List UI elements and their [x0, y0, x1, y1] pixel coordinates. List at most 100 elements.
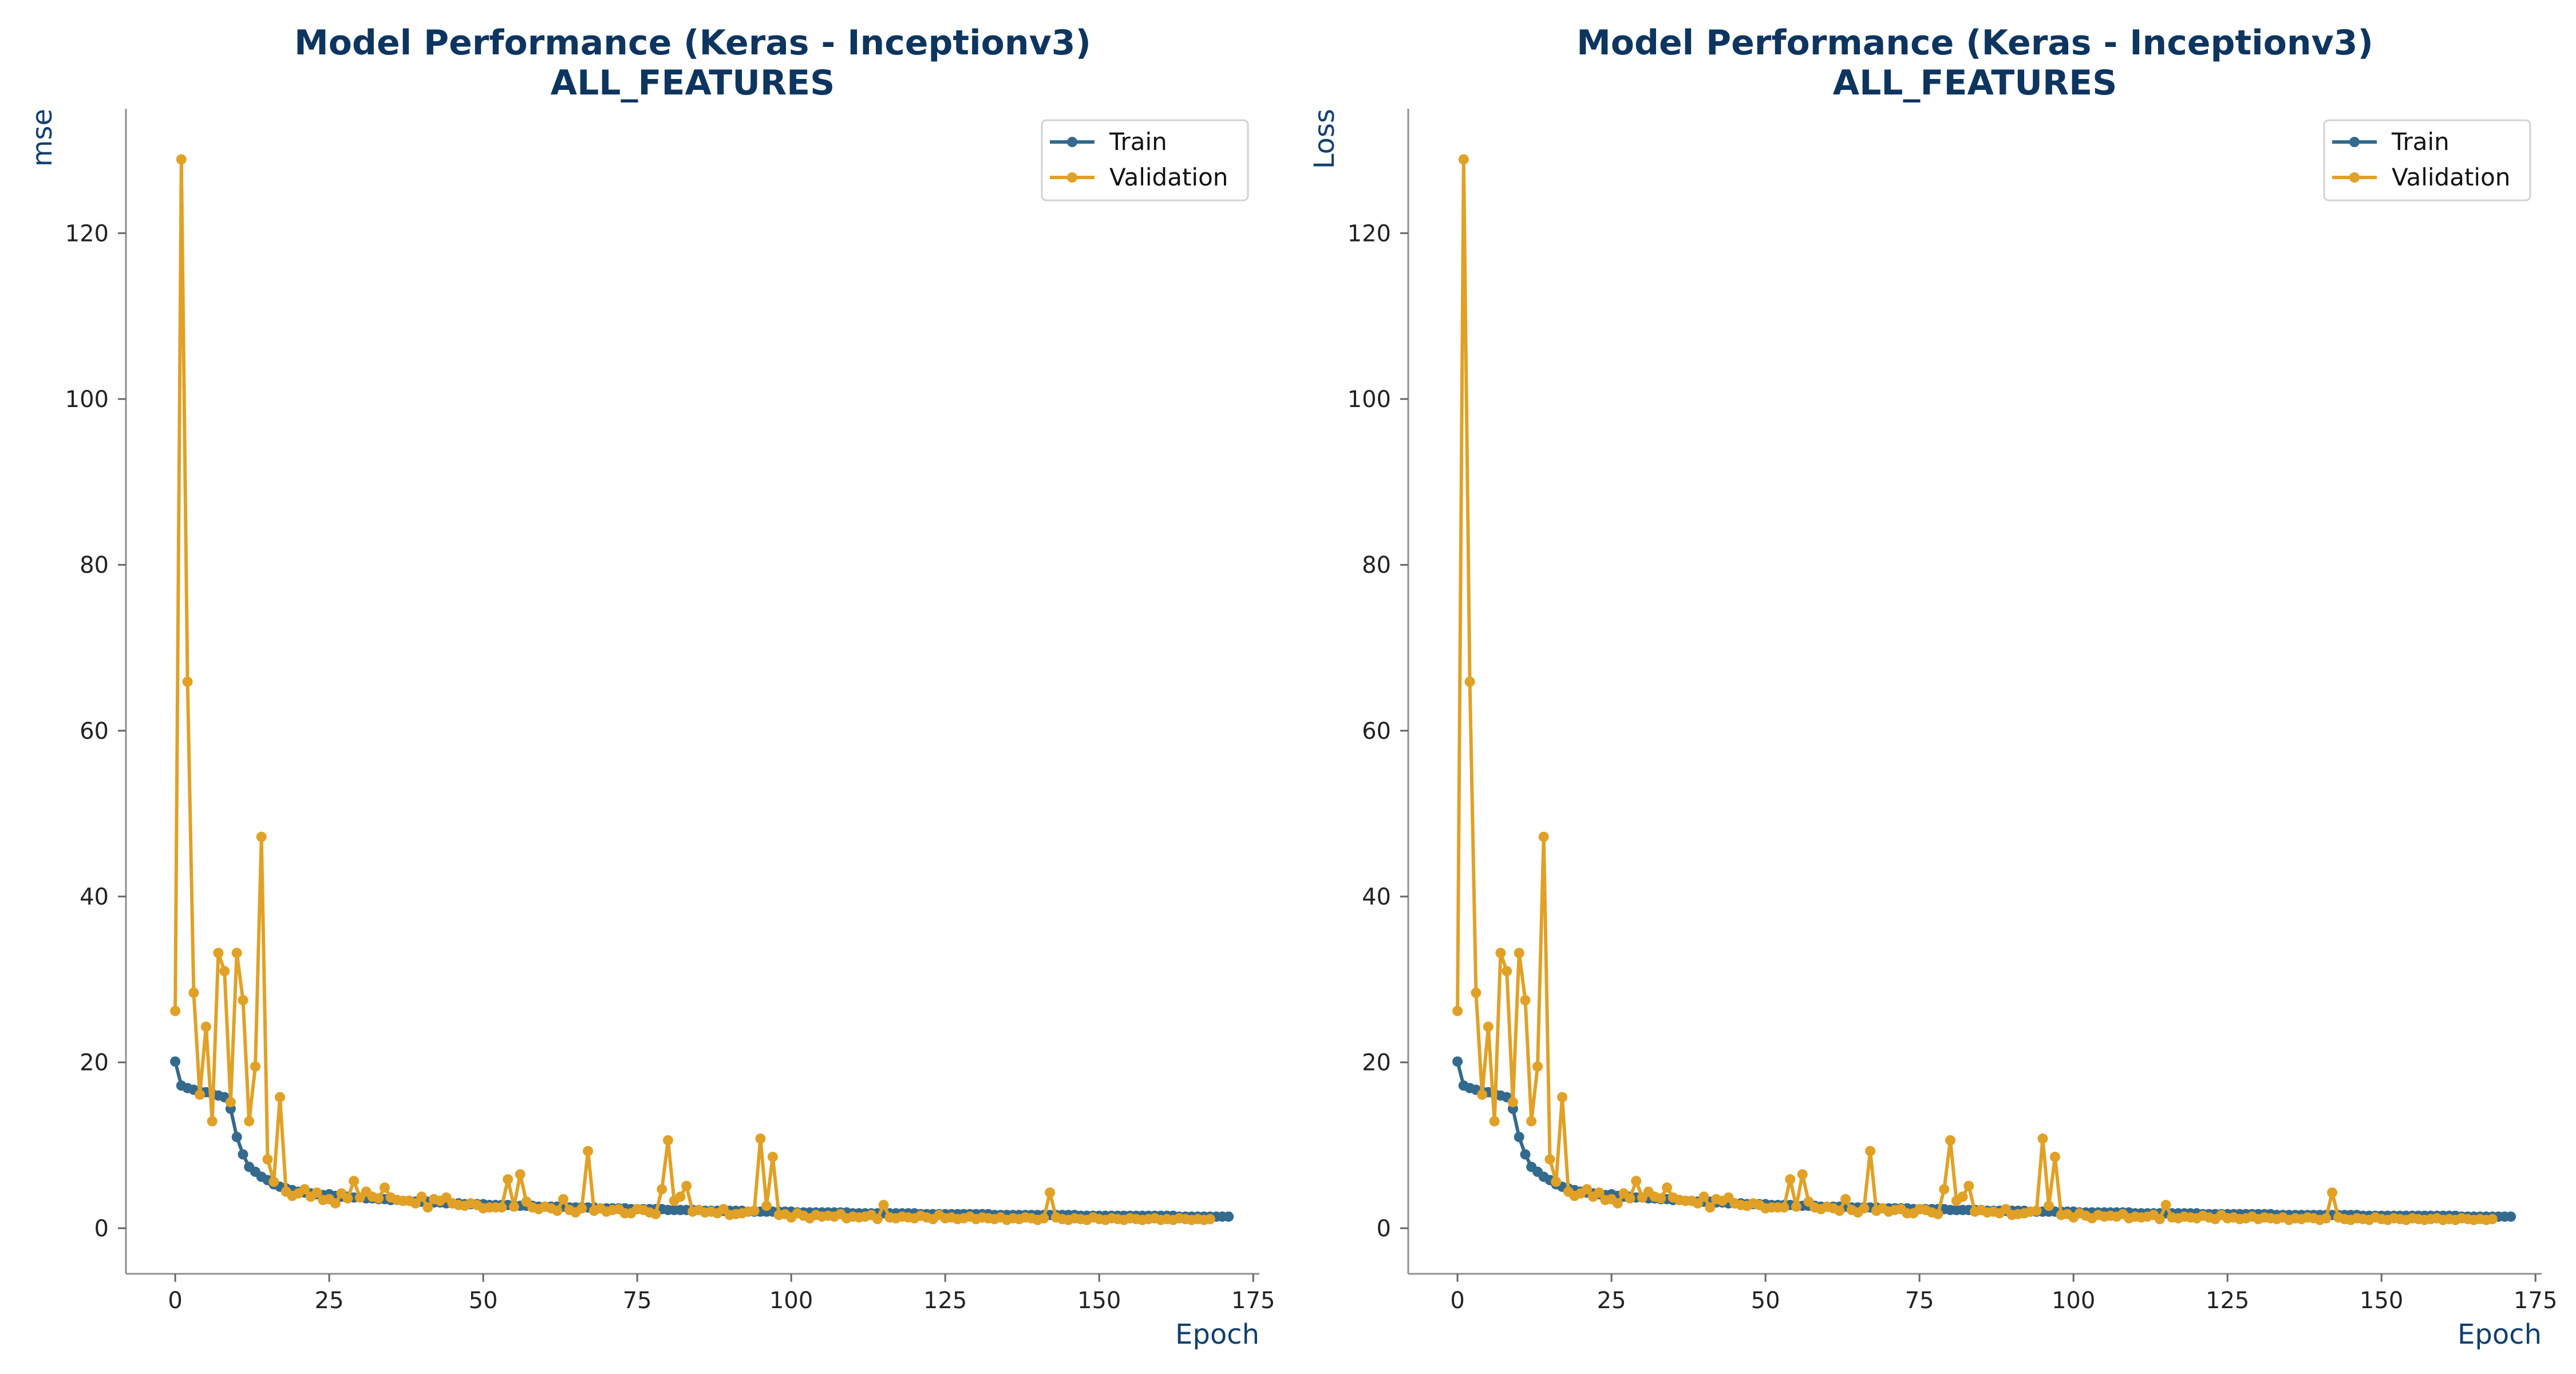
legend-swatch-marker — [1067, 172, 1077, 183]
legend-swatch-marker — [2349, 137, 2360, 147]
x-tick-label: 50 — [1751, 1288, 1780, 1314]
data-point-validation — [1038, 1213, 1049, 1223]
data-point-validation — [380, 1182, 390, 1193]
data-point-validation — [299, 1184, 310, 1195]
data-point-validation — [675, 1191, 686, 1202]
data-point-validation — [755, 1133, 766, 1144]
data-point-validation — [244, 1116, 255, 1127]
data-point-validation — [1582, 1184, 1593, 1195]
y-tick-label: 60 — [80, 718, 109, 744]
data-point-train — [1514, 1132, 1524, 1142]
data-point-validation — [681, 1180, 692, 1191]
data-point-validation — [1797, 1169, 1808, 1180]
data-point-validation — [238, 995, 248, 1005]
data-point-validation — [416, 1191, 427, 1202]
legend-label-validation: Validation — [1109, 163, 1228, 191]
data-point-validation — [2044, 1201, 2055, 1211]
data-point-validation — [1464, 676, 1475, 687]
x-tick-label: 25 — [315, 1288, 344, 1314]
data-point-validation — [2321, 1213, 2332, 1223]
data-point-validation — [1840, 1194, 1851, 1205]
data-point-validation — [1945, 1135, 1955, 1146]
x-axis-label: Epoch — [1175, 1318, 1259, 1351]
data-point-validation — [576, 1203, 587, 1214]
data-point-validation — [2327, 1187, 2338, 1198]
data-point-validation — [552, 1205, 563, 1216]
data-point-validation — [1483, 1021, 1494, 1032]
legend-label-train: Train — [1109, 128, 1167, 156]
data-point-validation — [1963, 1180, 1974, 1191]
x-tick-label: 25 — [1597, 1288, 1626, 1314]
data-point-validation — [508, 1201, 519, 1212]
chart-title-line-1: Model Performance (Keras - Inceptionv3) — [294, 23, 1091, 63]
y-tick-label: 20 — [1362, 1050, 1391, 1076]
data-point-validation — [1520, 995, 1531, 1005]
data-point-validation — [558, 1194, 568, 1205]
x-tick-label: 100 — [2052, 1288, 2095, 1314]
data-point-validation — [373, 1193, 384, 1204]
data-point-validation — [1594, 1187, 1605, 1198]
data-point-validation — [1204, 1214, 1215, 1225]
data-point-validation — [256, 831, 267, 842]
series-line-validation — [173, 157, 1211, 1222]
x-tick-label: 125 — [923, 1288, 967, 1314]
data-point-validation — [410, 1198, 421, 1209]
data-point-validation — [1612, 1198, 1623, 1209]
data-point-validation — [2031, 1205, 2042, 1216]
legend-swatch-marker — [2349, 172, 2360, 183]
data-point-validation — [749, 1205, 760, 1216]
data-point-validation — [496, 1202, 507, 1213]
data-point-validation — [275, 1092, 285, 1103]
data-point-validation — [1939, 1184, 1950, 1195]
x-tick-label: 75 — [623, 1288, 652, 1314]
data-point-train — [170, 1056, 181, 1067]
x-tick-label: 150 — [2360, 1288, 2403, 1314]
data-point-validation — [1551, 1176, 1562, 1187]
data-point-validation — [2049, 1151, 2060, 1162]
data-point-validation — [195, 1089, 206, 1100]
data-point-validation — [1502, 966, 1512, 977]
y-tick-label: 40 — [80, 884, 109, 910]
y-tick-label: 100 — [65, 386, 109, 413]
x-tick-label: 125 — [2206, 1288, 2249, 1314]
chart-title-line-2: ALL_FEATURES — [1833, 63, 2117, 103]
data-point-validation — [349, 1175, 359, 1186]
data-point-validation — [1656, 1193, 1666, 1204]
data-point-validation — [761, 1201, 772, 1211]
data-point-validation — [1532, 1061, 1543, 1072]
data-point-validation — [422, 1202, 433, 1213]
data-point-validation — [1779, 1202, 1789, 1213]
data-point-validation — [2154, 1214, 2165, 1225]
x-tick-label: 50 — [469, 1288, 498, 1314]
series-validation — [170, 154, 1215, 1225]
x-tick-label: 175 — [1231, 1288, 1275, 1314]
data-point-validation — [583, 1146, 594, 1156]
data-point-train — [238, 1149, 248, 1160]
chart-panel-2: Model Performance (Keras - Inceptionv3)A… — [1309, 23, 2557, 1351]
data-point-validation — [1957, 1191, 1968, 1202]
data-point-validation — [2487, 1214, 2498, 1225]
data-point-validation — [311, 1187, 322, 1198]
data-point-validation — [231, 947, 242, 958]
data-point-validation — [250, 1061, 260, 1072]
x-axis-label: Epoch — [2458, 1318, 2542, 1351]
data-point-validation — [878, 1199, 889, 1210]
data-point-validation — [1489, 1116, 1500, 1127]
x-tick-label: 100 — [769, 1288, 813, 1314]
data-point-validation — [1477, 1089, 1488, 1100]
data-point-validation — [1791, 1201, 1801, 1212]
x-tick-label: 75 — [1905, 1288, 1934, 1314]
data-point-validation — [1662, 1182, 1672, 1193]
series-validation — [1452, 154, 2498, 1225]
data-point-validation — [1538, 831, 1549, 842]
data-point-validation — [1698, 1191, 1709, 1202]
data-point-validation — [2160, 1199, 2171, 1210]
y-tick-label: 60 — [1362, 718, 1391, 744]
legend: Train Validation — [2323, 119, 2531, 202]
y-tick-label: 80 — [80, 552, 109, 579]
y-tick-label: 120 — [1348, 220, 1391, 247]
data-point-validation — [663, 1135, 673, 1146]
data-point-validation — [1625, 1193, 1635, 1204]
data-point-validation — [176, 154, 187, 165]
